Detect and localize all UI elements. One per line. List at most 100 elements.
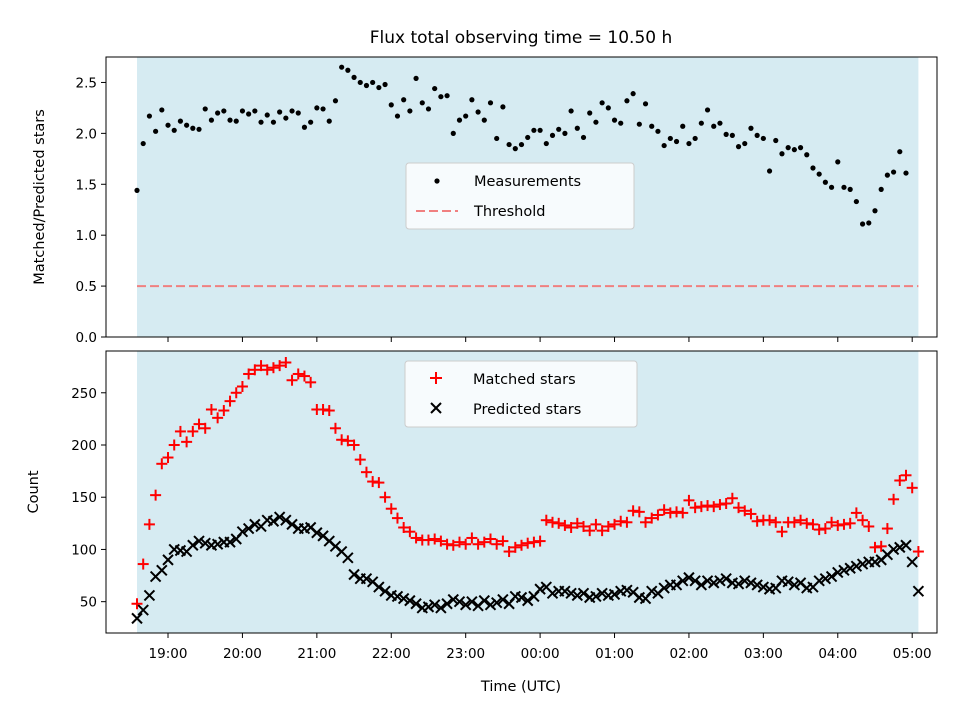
predicted-star-point: [453, 595, 466, 608]
matched-star-point: [584, 525, 596, 537]
measurement-point: [704, 107, 711, 113]
matched-star-point: [168, 439, 180, 451]
measurement-point: [252, 108, 258, 114]
predicted-star-point: [497, 593, 509, 606]
predicted-star-point: [571, 589, 584, 602]
predicted-star-point: [720, 572, 732, 585]
measurement-point: [314, 105, 320, 111]
bottom-y-tick-label: 150: [71, 490, 97, 506]
matched-star-point: [143, 518, 155, 530]
measurement-point: [221, 108, 227, 114]
matched-star-point: [658, 504, 670, 516]
measurement-point: [574, 125, 580, 131]
measurement-point: [742, 140, 748, 147]
predicted-stars-points: [131, 511, 925, 625]
top-y-tick-label: 0.0: [76, 330, 97, 346]
measurement-point: [444, 93, 450, 99]
matched-star-point: [547, 516, 559, 528]
x-tick-label: 00:00: [521, 646, 560, 662]
measurement-point: [624, 98, 630, 104]
matched-star-point: [404, 526, 416, 538]
measurement-point: [903, 170, 909, 176]
matched-star-point: [720, 497, 732, 509]
measurement-point: [264, 112, 270, 118]
predicted-star-point: [286, 518, 298, 531]
matched-star-point: [838, 518, 850, 530]
predicted-star-point: [490, 597, 503, 609]
predicted-star-point: [360, 572, 373, 585]
measurement-point: [673, 138, 680, 145]
predicted-star-point: [397, 592, 410, 605]
matched-star-point: [571, 517, 583, 529]
predicted-star-point: [701, 575, 714, 587]
measurement-point: [785, 145, 791, 151]
bottom-y-axis-label: Count: [26, 470, 42, 513]
matched-star-point: [677, 507, 689, 519]
matched-star-point: [491, 538, 503, 550]
measurement-point: [568, 108, 574, 114]
matched-star-point: [354, 454, 366, 466]
predicted-star-point: [410, 598, 422, 610]
matched-star-point: [875, 540, 887, 552]
measurement-point: [649, 123, 655, 129]
predicted-star-point: [342, 552, 354, 564]
matched-star-point: [398, 522, 410, 534]
measurement-point: [723, 131, 729, 137]
measurement-point: [320, 106, 326, 112]
measurement-point: [593, 119, 599, 125]
matched-star-point: [230, 387, 242, 399]
measurement-point: [872, 208, 878, 214]
matched-star-point: [553, 517, 565, 529]
matched-star-point: [497, 535, 509, 547]
measurement-point: [667, 135, 673, 142]
matched-star-point: [150, 489, 162, 501]
measurement-point: [376, 84, 382, 91]
measurement-point: [735, 144, 742, 150]
measurement-point: [215, 110, 221, 116]
matched-star-point: [689, 502, 701, 514]
measurement-point: [835, 159, 841, 165]
predicted-star-point: [193, 535, 205, 547]
matched-star-point: [385, 503, 397, 515]
matched-star-point: [522, 537, 534, 549]
predicted-star-point: [199, 537, 211, 549]
measurement-point: [481, 117, 487, 123]
predicted-star-point: [869, 556, 881, 568]
matched-star-point: [212, 412, 224, 424]
matched-star-point: [447, 539, 459, 551]
matched-star-point: [683, 494, 695, 506]
predicted-star-point: [844, 562, 856, 574]
measurement-point: [487, 100, 494, 106]
bottom-legend-box: [404, 360, 638, 428]
measurement-point: [841, 184, 847, 190]
predicted-star-point: [565, 587, 577, 600]
measurement-point: [159, 107, 165, 113]
legend-threshold-label: Threshold: [473, 204, 545, 220]
matched-star-point: [286, 374, 298, 386]
measurement-point: [897, 149, 903, 155]
measurement-point: [859, 221, 866, 227]
matched-star-point: [323, 405, 335, 417]
measurement-point: [388, 102, 394, 108]
predicted-star-point: [422, 601, 435, 613]
predicted-star-point: [267, 515, 280, 527]
top-y-axis-label: Matched/Predicted stars: [32, 109, 48, 285]
measurement-point: [339, 64, 345, 70]
predicted-star-point: [143, 589, 156, 602]
measurement-point: [686, 140, 692, 147]
top-y-tick-label: 1.0: [76, 228, 97, 244]
predicted-star-point: [590, 590, 602, 603]
matched-star-point: [199, 422, 211, 434]
measurement-point: [425, 106, 432, 112]
predicted-star-point: [739, 575, 751, 587]
predicted-star-point: [596, 587, 608, 600]
matched-star-point: [788, 516, 800, 528]
matched-star-point: [280, 356, 292, 368]
measurement-point: [717, 120, 723, 126]
measurement-point: [525, 134, 531, 141]
matched-star-point: [912, 546, 924, 558]
measurement-point: [580, 134, 587, 141]
predicted-star-point: [131, 612, 143, 625]
matched-star-point: [137, 558, 149, 570]
predicted-star-point: [732, 578, 745, 590]
